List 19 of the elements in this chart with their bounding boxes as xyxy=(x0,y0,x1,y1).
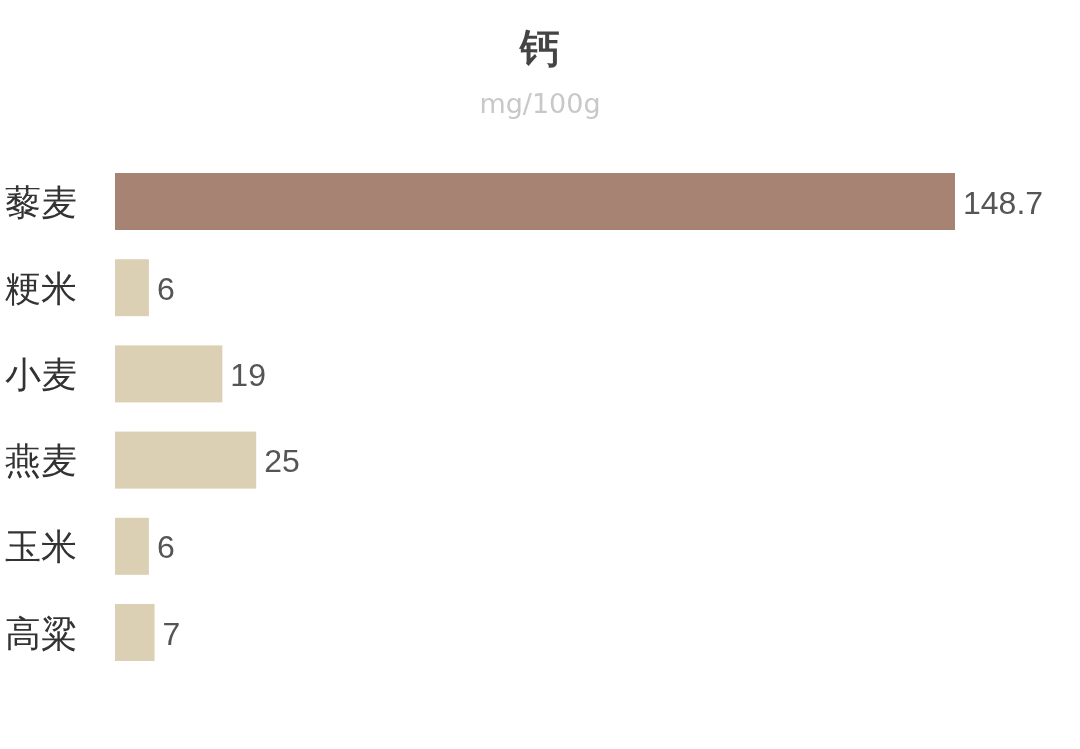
bar xyxy=(115,173,955,230)
bar xyxy=(115,604,155,661)
data-label: 148.7 xyxy=(963,184,1044,221)
data-label: 19 xyxy=(230,356,266,393)
bar xyxy=(115,345,223,403)
data-label: 6 xyxy=(156,270,175,307)
chart-title: 钙 xyxy=(518,25,560,71)
y-tick-label: 高粱 xyxy=(5,612,77,654)
bar xyxy=(115,259,149,317)
data-label: 25 xyxy=(264,443,300,480)
bar xyxy=(115,517,149,575)
data-label: 7 xyxy=(162,615,181,652)
y-tick-label: 粳米 xyxy=(5,267,77,309)
y-tick-label: 藜麦 xyxy=(5,181,77,223)
y-tick-label: 燕麦 xyxy=(5,440,77,482)
y-tick-label: 小麦 xyxy=(5,353,77,395)
data-label: 6 xyxy=(156,529,175,566)
y-tick-label: 玉米 xyxy=(5,526,77,568)
bar xyxy=(115,431,257,489)
